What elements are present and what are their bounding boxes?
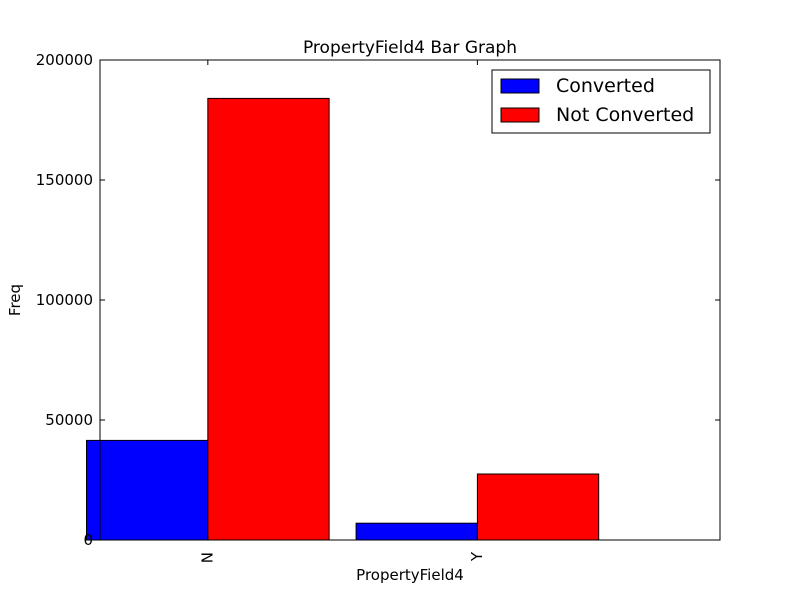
legend-swatch-not-converted — [500, 107, 540, 123]
bar-converted-y — [355, 522, 478, 541]
legend-label-converted: Converted — [556, 75, 655, 97]
bars-layer — [86, 97, 600, 541]
legend: Converted Not Converted — [491, 69, 711, 134]
x-tick-label: N — [198, 552, 216, 563]
x-axis-label: PropertyField4 — [356, 566, 464, 584]
y-tick-label: 200000 — [36, 51, 93, 69]
y-axis-label: Freq — [6, 284, 24, 316]
plot-frame — [99, 59, 721, 541]
y-tick-label: 100000 — [36, 291, 93, 309]
x-tick-label: Y — [468, 551, 486, 562]
bar-not-converted-y — [476, 473, 600, 541]
y-tick-label: 150000 — [36, 171, 93, 189]
y-tick-label: 50000 — [45, 411, 93, 429]
y-tick-label: 0 — [83, 531, 93, 549]
bar-not-converted-n — [207, 97, 330, 541]
legend-label-not-converted: Not Converted — [556, 104, 694, 126]
ticks-layer: 0 50000 100000 150000 200000 N Y — [36, 51, 720, 563]
legend-swatch-converted — [500, 78, 540, 94]
chart-title: PropertyField4 Bar Graph — [303, 38, 517, 58]
bar-converted-n — [86, 439, 209, 541]
